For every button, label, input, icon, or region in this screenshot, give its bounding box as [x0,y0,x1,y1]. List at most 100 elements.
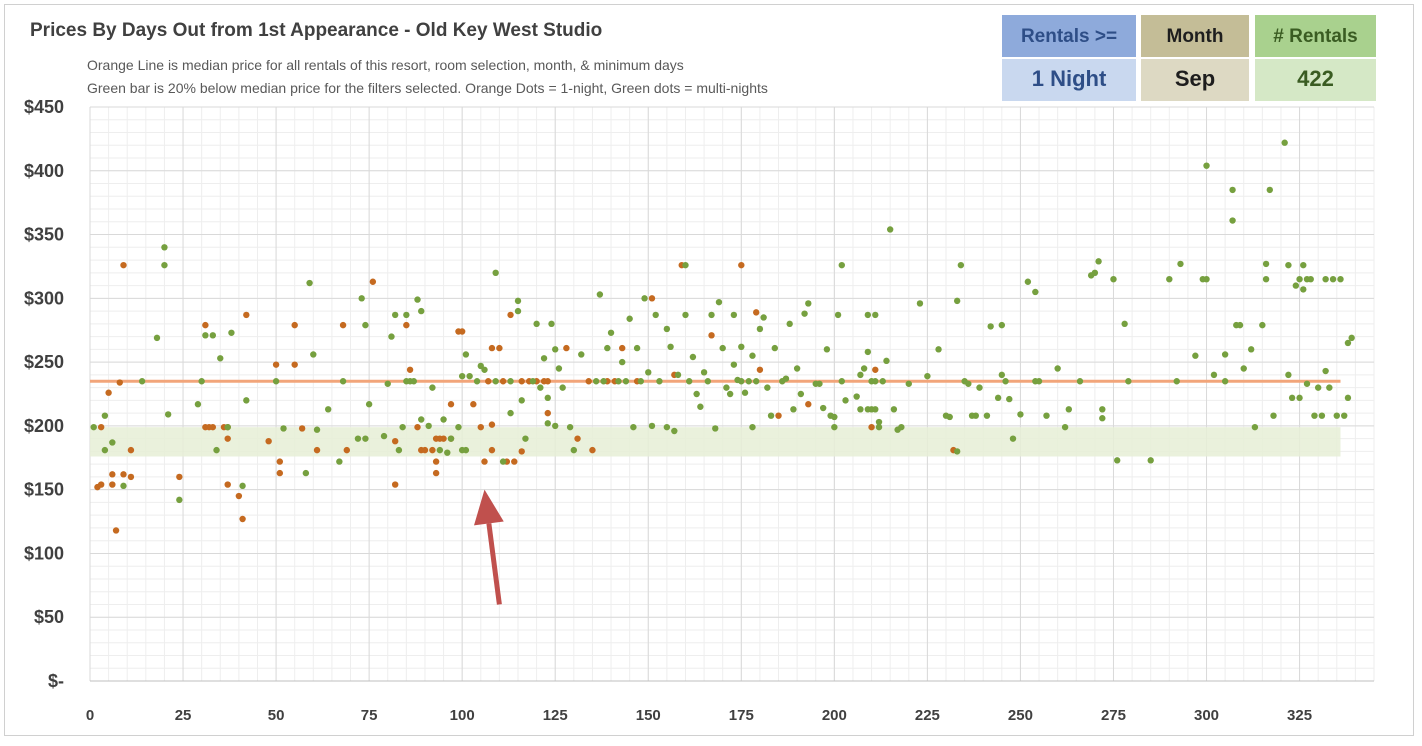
multi-night-point [801,310,808,317]
y-tick-label: $- [48,671,64,691]
multi-night-point [786,320,793,328]
multi-night-point [745,378,752,385]
multi-night-point [819,404,827,412]
multi-night-point [176,496,183,504]
multi-night-point [674,371,682,379]
multi-night-point [994,394,1002,402]
multi-night-point [890,406,898,413]
multi-night-point [752,378,760,385]
one-night-point [105,389,112,396]
multi-night-point [857,371,864,379]
multi-night-point [719,344,726,352]
x-tick-label: 225 [915,707,940,724]
multi-night-point [838,261,845,269]
one-night-point [432,469,440,477]
multi-night-point [380,432,388,440]
one-night-point [243,311,250,319]
multi-night-point [712,425,719,432]
multi-night-point [540,355,548,362]
multi-night-point [570,446,578,454]
rentals-filter-value[interactable]: 1 Night [1002,59,1136,101]
one-night-point [176,473,183,481]
multi-night-point [447,435,455,442]
multi-night-point [1076,378,1084,385]
multi-night-point [767,412,775,419]
multi-night-point [1009,435,1017,442]
multi-night-point [1259,321,1266,329]
multi-night-point [414,296,421,303]
multi-night-point [756,325,764,333]
multi-night-point [1229,186,1236,194]
multi-night-point [671,427,678,435]
multi-night-point [663,423,671,431]
month-filter-value[interactable]: Sep [1141,59,1249,101]
multi-night-point [726,390,734,398]
multi-night-point [1296,394,1303,402]
multi-night-point [243,397,250,404]
one-night-point [298,425,306,432]
multi-night-point [444,449,451,456]
multi-night-point [473,378,481,385]
one-night-point [97,423,105,431]
multi-night-point [410,378,417,385]
multi-night-point [738,343,745,351]
multi-night-point [976,384,983,391]
one-night-point [239,515,246,523]
multi-night-point [1210,371,1218,379]
multi-night-point [935,346,942,353]
one-night-point [868,423,875,431]
multi-night-point [90,423,97,431]
multi-night-point [418,307,425,315]
month-filter[interactable]: Month Sep [1141,15,1249,101]
multi-night-point [1281,139,1288,146]
multi-night-point [522,435,529,442]
multi-night-point [499,458,507,465]
multi-night-point [440,416,447,423]
multi-night-point [138,378,146,385]
multi-night-point [544,394,551,402]
multi-night-point [1177,260,1184,268]
rentals-filter[interactable]: Rentals >= 1 Night [1002,15,1136,101]
multi-night-point [403,311,410,319]
one-night-point [648,295,656,302]
one-night-point [391,437,399,445]
multi-night-point [272,378,280,385]
multi-night-point [715,298,723,306]
one-night-point [120,471,127,478]
multi-night-point [1300,261,1307,269]
multi-night-point [622,378,630,385]
multi-night-point [607,329,615,336]
one-night-point [477,423,484,431]
one-night-point [619,344,626,352]
one-night-point [518,378,525,385]
multi-night-point [771,344,778,352]
multi-night-point [730,311,738,319]
multi-night-point [1166,276,1173,283]
multi-night-point [395,446,403,454]
one-night-point [127,473,135,481]
one-night-point [291,321,298,329]
one-night-point [752,309,760,316]
multi-night-point [552,346,559,353]
x-tick-label: 25 [175,707,192,724]
multi-night-point [555,365,563,372]
one-night-point [339,321,347,329]
multi-night-point [466,372,473,380]
multi-night-point [399,423,406,431]
multi-night-point [1251,423,1259,431]
multi-night-point [633,344,641,352]
multi-night-point [217,355,224,362]
multi-night-point [1262,260,1270,268]
multi-night-point [455,423,462,431]
rentals-filter-label: Rentals >= [1002,15,1136,57]
multi-night-point [953,297,961,305]
multi-night-point [619,358,626,366]
multi-night-point [578,351,585,358]
multi-night-point [1035,378,1043,385]
multi-night-point [1322,367,1329,375]
multi-night-point [436,446,444,454]
multi-night-point [224,423,231,431]
multi-night-point [987,323,994,330]
multi-night-point [1065,406,1073,413]
multi-night-point [872,311,879,319]
